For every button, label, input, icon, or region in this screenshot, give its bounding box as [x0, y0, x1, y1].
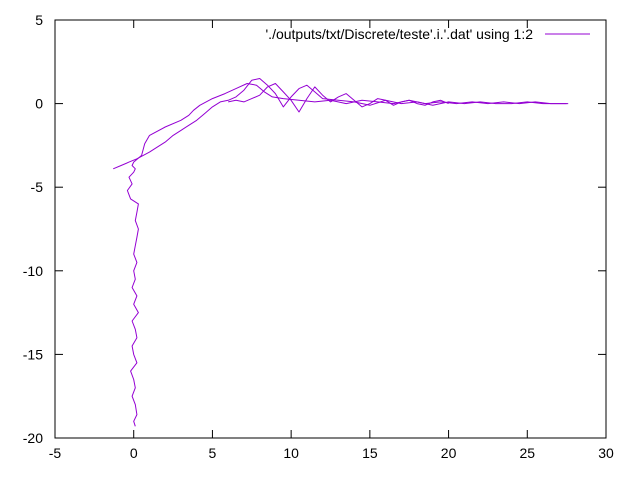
series-line-0	[126, 83, 567, 427]
series-line-2	[228, 83, 449, 113]
plot-area-frame	[54, 19, 607, 439]
y-tick-label: 0	[35, 96, 43, 112]
y-tick-label: -10	[23, 263, 43, 279]
y-tick-label: -15	[23, 346, 43, 362]
series-line-1	[113, 78, 569, 170]
x-tick-label: 0	[130, 445, 138, 461]
x-tick-label: -5	[49, 445, 62, 461]
x-tick-label: 10	[283, 445, 299, 461]
x-tick-label: 20	[441, 445, 457, 461]
x-tick-label: 15	[362, 445, 378, 461]
x-tick-label: 5	[209, 445, 217, 461]
x-tick-label: 30	[598, 445, 614, 461]
axes-layer: -5 0 5 10 15 20 25 30 -20 -15 -10 -5 0 5	[23, 12, 614, 461]
x-tick-label: 25	[519, 445, 535, 461]
y-tick-label: 5	[35, 12, 43, 28]
legend: './outputs/txt/Discrete/teste'.i.'.dat' …	[266, 26, 590, 42]
y-tick-label: -5	[31, 179, 44, 195]
y-tick-label: -20	[23, 430, 43, 446]
legend-label: './outputs/txt/Discrete/teste'.i.'.dat' …	[266, 26, 534, 42]
series-layer	[113, 78, 569, 427]
